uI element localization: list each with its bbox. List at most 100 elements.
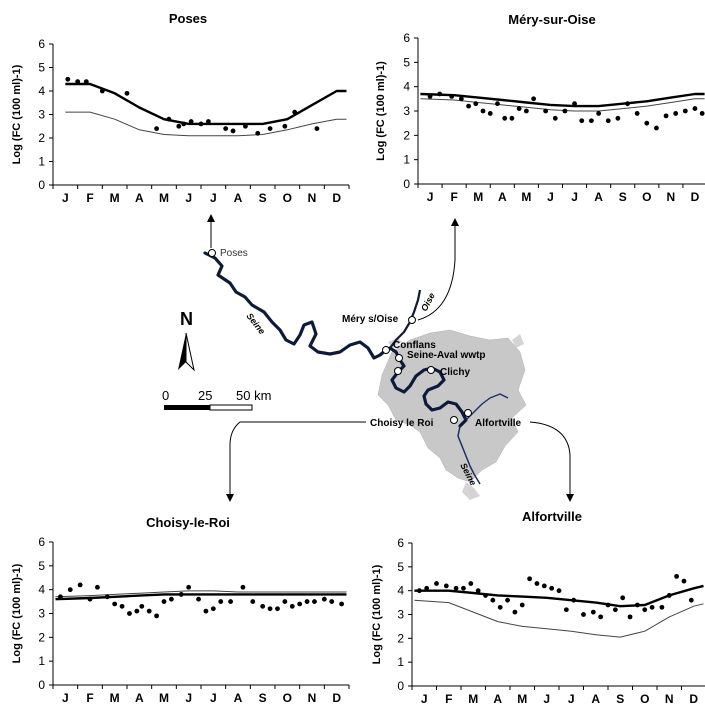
- site-label: Clichy: [440, 367, 470, 378]
- data-point: [598, 614, 604, 620]
- x-tick-label: D: [332, 191, 341, 205]
- data-point: [453, 585, 459, 591]
- data-point: [243, 123, 248, 129]
- upstream-seine-river: [457, 425, 481, 485]
- y-tick-label: 0: [397, 679, 404, 693]
- data-point: [434, 581, 439, 586]
- x-tick-label: S: [619, 190, 627, 204]
- y-axis-label: Log (FC (100 ml)-1): [375, 61, 387, 161]
- data-point: [627, 614, 633, 620]
- x-tick-label: M: [159, 691, 169, 705]
- data-point: [581, 612, 586, 617]
- y-tick-label: 6: [38, 535, 45, 549]
- data-point: [635, 602, 640, 608]
- y-axis-label: Log (FC (100 ml)-1): [11, 64, 23, 164]
- data-point: [427, 94, 433, 99]
- x-tick-label: N: [667, 190, 676, 204]
- data-point: [87, 596, 93, 602]
- y-tick-label: 3: [397, 608, 404, 622]
- data-point: [534, 581, 540, 586]
- data-point: [497, 604, 503, 610]
- data-point: [659, 604, 665, 610]
- data-point: [523, 108, 529, 114]
- data-point: [681, 578, 687, 584]
- y-tick-label: 0: [38, 178, 45, 192]
- data-point: [267, 606, 273, 612]
- data-point: [250, 599, 256, 604]
- data-point: [267, 126, 273, 131]
- data-point: [186, 584, 192, 590]
- seine-map: Poses Méry s/Oise Conflans Seine-Aval ww…: [162, 214, 574, 502]
- x-tick-label: J: [185, 691, 192, 705]
- x-tick-label: O: [640, 692, 649, 706]
- x-tick-label: M: [110, 191, 120, 205]
- y-tick-label: 5: [38, 559, 45, 573]
- y-axis-label: Log (FC (100 ml)-1): [371, 564, 383, 664]
- data-point: [255, 130, 261, 136]
- data-point: [154, 613, 160, 619]
- x-tick-label: J: [62, 691, 69, 705]
- chart-title: Poses: [169, 11, 207, 26]
- data-point: [673, 111, 679, 116]
- connector-arrow-choisy: [226, 421, 366, 502]
- x-tick-label: S: [259, 191, 267, 205]
- data-point: [605, 118, 611, 124]
- x-tick-label: J: [571, 190, 578, 204]
- data-point: [99, 88, 105, 94]
- data-point: [461, 585, 466, 591]
- data-point: [134, 608, 140, 614]
- connector-arrow-mery: [417, 218, 459, 321]
- data-point: [321, 596, 327, 602]
- x-tick-label: D: [691, 190, 700, 204]
- x-tick-label: F: [445, 692, 452, 706]
- scale-label-50km: 50 km: [236, 388, 271, 403]
- data-point: [556, 588, 562, 594]
- y-tick-label: 5: [38, 61, 45, 75]
- data-point: [649, 604, 655, 610]
- data-point: [112, 601, 118, 607]
- y-tick-label: 1: [38, 155, 45, 169]
- x-tick-label: N: [308, 691, 317, 705]
- site-clichy: Clichy: [427, 366, 470, 378]
- y-tick-label: 1: [403, 153, 410, 167]
- x-tick-label: M: [473, 190, 483, 204]
- data-point: [543, 108, 549, 114]
- data-point: [468, 581, 474, 586]
- data-point: [169, 596, 174, 602]
- data-point: [612, 607, 618, 613]
- site-poses: Poses: [208, 248, 248, 259]
- data-point: [516, 106, 522, 111]
- data-point: [58, 594, 63, 600]
- data-point: [416, 588, 422, 594]
- data-point: [688, 597, 694, 603]
- site-clichy-a: [394, 367, 402, 375]
- data-point: [95, 584, 100, 590]
- x-tick-label: J: [185, 191, 192, 205]
- chart-choisy-le-roi: Choisy-le-Roi Log (FC (100 ml)-1) 0 1 2 3 4 5 6 J…: [11, 515, 350, 705]
- data-point: [83, 79, 89, 84]
- data-point: [75, 79, 81, 84]
- x-tick-label: O: [283, 191, 292, 205]
- x-tick-label: J: [568, 692, 575, 706]
- x-tick-label: S: [616, 692, 624, 706]
- site-label: Seine-Aval wwtp: [407, 350, 486, 361]
- data-point: [666, 593, 672, 598]
- data-point: [579, 118, 585, 124]
- chart-mery-sur-oise: Méry-sur-Oise Log (FC (100 ml)-1) 0 1 2 3 4 5 6 J…: [375, 12, 705, 204]
- data-point: [176, 123, 182, 129]
- x-tick-label: J: [421, 692, 428, 706]
- data-point: [77, 582, 83, 588]
- data-point: [312, 599, 317, 604]
- series-line-thin: [65, 111, 347, 137]
- marne-river: [465, 393, 509, 421]
- x-tick-label: N: [308, 191, 317, 205]
- data-point: [674, 573, 679, 579]
- series-line-thin: [55, 590, 347, 598]
- x-tick-label: J: [427, 190, 434, 204]
- x-tick-label: F: [86, 691, 93, 705]
- y-tick-label: 4: [403, 80, 410, 94]
- x-tick-label: M: [159, 191, 169, 205]
- scale-label-25: 25: [198, 388, 212, 403]
- data-point: [124, 90, 130, 96]
